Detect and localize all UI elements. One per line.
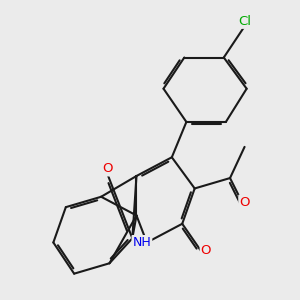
Text: O: O [239,196,250,209]
Text: O: O [102,162,112,176]
Text: Cl: Cl [238,15,251,28]
Text: NH: NH [133,236,151,249]
Text: O: O [201,244,211,257]
